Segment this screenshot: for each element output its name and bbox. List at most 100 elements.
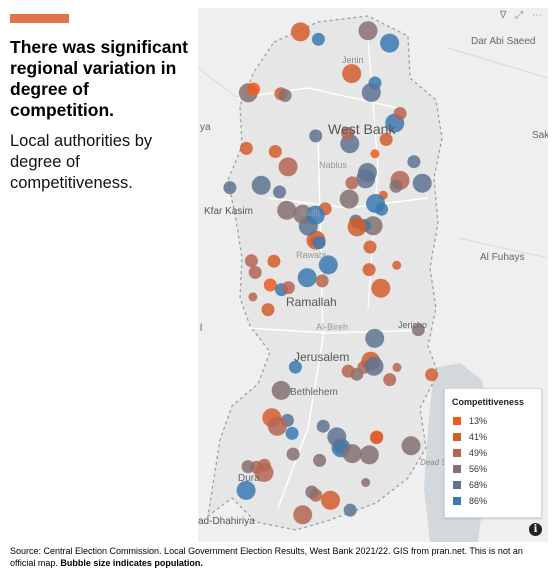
map-panel[interactable]: Dar Abi Saeed Jenin ya West Bank Sak Nab… — [198, 8, 548, 542]
authority-bubble[interactable] — [347, 217, 367, 237]
authority-bubble[interactable] — [401, 436, 421, 456]
authority-bubble[interactable] — [244, 254, 258, 268]
authority-bubble[interactable] — [278, 157, 298, 177]
authority-bubble[interactable] — [339, 189, 359, 209]
authority-bubble[interactable] — [411, 323, 425, 337]
legend-swatch — [453, 433, 461, 441]
authority-bubble[interactable] — [288, 360, 302, 374]
authority-bubble[interactable] — [370, 430, 384, 444]
label-dar-abi-saeed: Dar Abi Saeed — [471, 36, 536, 47]
authority-bubble[interactable] — [364, 356, 384, 376]
authority-bubble[interactable] — [236, 480, 256, 500]
authority-bubble[interactable] — [277, 200, 297, 220]
legend-swatch — [453, 481, 461, 489]
authority-bubble[interactable] — [366, 194, 385, 213]
legend-label: 68% — [469, 480, 488, 490]
authority-bubble[interactable] — [361, 478, 371, 487]
legend-label: 49% — [469, 448, 488, 458]
authority-bubble[interactable] — [309, 129, 323, 143]
label-jericho: Jericho — [398, 320, 427, 330]
label-ya: ya — [200, 122, 211, 133]
authority-bubble[interactable] — [311, 32, 325, 46]
authority-bubble[interactable] — [305, 485, 319, 499]
authority-bubble[interactable] — [412, 173, 432, 193]
road — [447, 47, 548, 79]
authority-bubble[interactable] — [293, 505, 313, 525]
authority-bubble[interactable] — [267, 254, 281, 268]
authority-bubble[interactable] — [425, 368, 439, 382]
authority-bubble[interactable] — [271, 380, 291, 400]
authority-bubble[interactable] — [321, 490, 340, 510]
authority-bubble[interactable] — [392, 362, 402, 372]
info-icon[interactable]: i — [529, 523, 542, 536]
authority-bubble[interactable] — [392, 260, 402, 270]
authority-bubble[interactable] — [393, 107, 407, 120]
authority-bubble[interactable] — [327, 427, 347, 447]
authority-bubble[interactable] — [342, 64, 362, 84]
authority-bubble[interactable] — [315, 274, 329, 288]
authority-bubble[interactable] — [251, 175, 271, 195]
authority-bubble[interactable] — [358, 21, 378, 41]
authority-bubble[interactable] — [341, 126, 355, 140]
authority-bubble[interactable] — [359, 445, 379, 465]
expand-icon[interactable]: ⤢ — [515, 10, 524, 21]
authority-bubble[interactable] — [247, 82, 261, 96]
authority-bubble[interactable] — [241, 460, 255, 474]
authority-bubble[interactable] — [361, 83, 381, 102]
legend-label: 56% — [469, 464, 488, 474]
label-nablus: Nablus — [319, 160, 348, 170]
authority-bubble[interactable] — [305, 205, 325, 225]
authority-bubble[interactable] — [267, 416, 287, 436]
authority-bubble[interactable] — [285, 426, 299, 440]
headline: There was significant regional variation… — [10, 37, 188, 120]
authority-bubble[interactable] — [290, 22, 310, 42]
label-dead-sea: Dead Sea — [420, 458, 456, 467]
authority-bubble[interactable] — [313, 453, 327, 467]
authority-bubble[interactable] — [362, 263, 376, 277]
authority-bubble[interactable] — [316, 419, 330, 433]
authority-bubble[interactable] — [286, 447, 300, 461]
label-kfar-kasim: Kfar Kasim — [204, 206, 253, 217]
authority-bubble[interactable] — [380, 33, 400, 53]
authority-bubble[interactable] — [312, 236, 326, 250]
label-al-fuhays: Al Fuhays — [480, 252, 524, 263]
authority-bubble[interactable] — [379, 133, 393, 146]
authority-bubble[interactable] — [345, 176, 359, 190]
authority-bubble[interactable] — [342, 444, 362, 464]
more-icon[interactable]: ⋯ — [532, 10, 542, 21]
authority-bubble[interactable] — [273, 185, 287, 199]
authority-bubble[interactable] — [248, 265, 262, 279]
authority-bubble[interactable] — [407, 155, 421, 169]
label-l: l — [200, 323, 202, 334]
authority-bubble[interactable] — [343, 503, 357, 517]
authority-bubble[interactable] — [341, 364, 355, 378]
filter-icon[interactable]: ∇ — [499, 10, 507, 21]
label-jerusalem: Jerusalem — [294, 350, 349, 364]
legend-label: 41% — [469, 432, 488, 442]
authority-bubble[interactable] — [383, 373, 397, 387]
authority-bubble[interactable] — [363, 240, 377, 254]
authority-bubble[interactable] — [254, 463, 274, 482]
road — [198, 67, 239, 99]
authority-bubble[interactable] — [239, 141, 253, 155]
authority-bubble[interactable] — [365, 328, 385, 348]
authority-bubble[interactable] — [263, 278, 277, 292]
authority-bubble[interactable] — [248, 292, 258, 302]
authority-bubble[interactable] — [297, 268, 317, 288]
authority-bubble[interactable] — [261, 303, 275, 317]
label-jenin: Jenin — [342, 55, 364, 65]
authority-bubble[interactable] — [278, 89, 292, 102]
authority-bubble[interactable] — [357, 163, 377, 182]
authority-bubble[interactable] — [223, 181, 237, 195]
map-canvas[interactable]: Dar Abi Saeed Jenin ya West Bank Sak Nab… — [198, 8, 548, 542]
authority-bubble[interactable] — [371, 278, 391, 298]
authority-bubble[interactable] — [370, 149, 380, 159]
label-west-bank: West Bank — [328, 121, 396, 137]
legend-label: 13% — [469, 416, 488, 426]
authority-bubble[interactable] — [268, 145, 282, 158]
legend-title: Competitiveness — [452, 397, 525, 407]
authority-bubble[interactable] — [389, 179, 403, 193]
subtitle: Local authorities by degree of competiti… — [10, 132, 153, 192]
authority-bubble[interactable] — [318, 255, 338, 275]
authority-bubble[interactable] — [281, 281, 295, 295]
